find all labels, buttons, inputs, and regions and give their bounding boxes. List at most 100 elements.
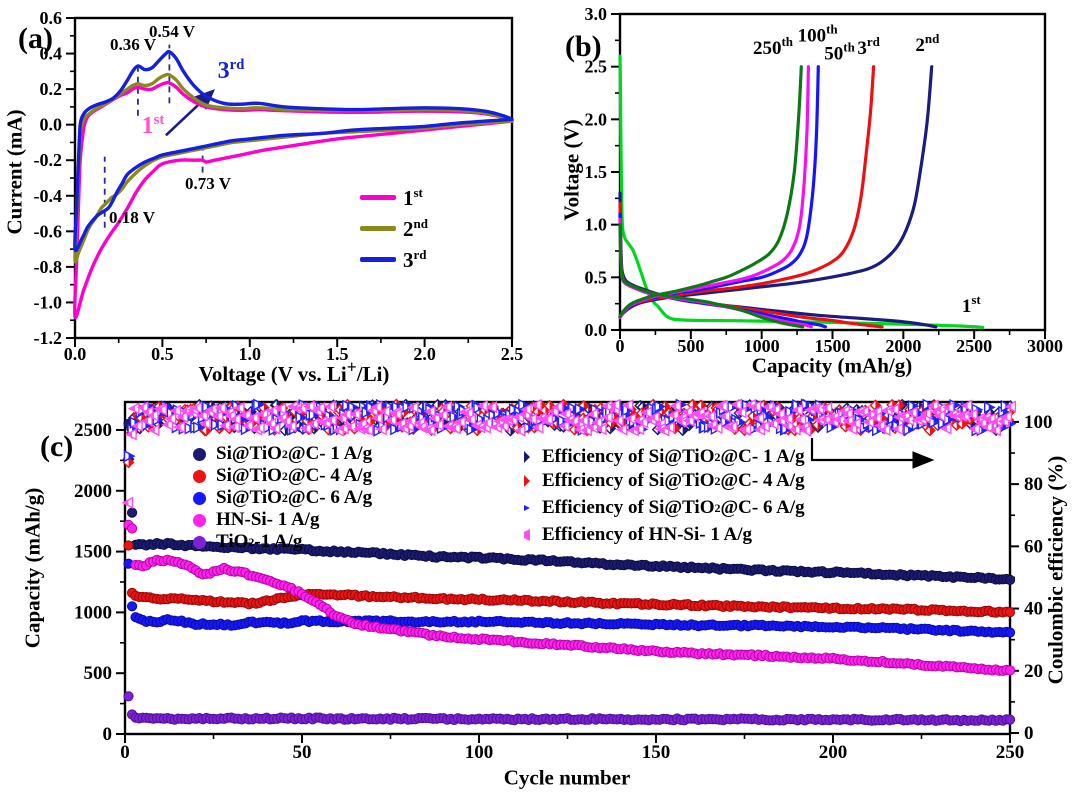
efficiency-point-fill [266, 421, 272, 427]
efficiency-point-fill [563, 405, 569, 411]
efficiency-point-fill [514, 414, 520, 420]
annotation-peak-018: 0.18 V [109, 208, 155, 227]
a-x-axis-label: Voltage (V vs. Li+/Li) [198, 357, 390, 386]
efficiency-point-fill [668, 412, 675, 418]
efficiency-point-fill [215, 405, 222, 411]
efficiency-point-fill [720, 413, 726, 419]
efficiency-point-fill [847, 426, 853, 432]
efficiency-point-fill [588, 425, 594, 431]
capacity-series [123, 418, 1016, 585]
efficiency-point-fill [768, 421, 774, 427]
efficiency-point-fill [406, 418, 412, 424]
efficiency-point-fill [149, 427, 155, 433]
tick-label: 20 [1024, 661, 1043, 682]
efficiency-point-fill [413, 426, 419, 432]
efficiency-point-fill [628, 427, 635, 434]
efficiency-point-fill [982, 424, 989, 430]
tick-label: 0.5 [151, 344, 174, 364]
efficiency-point-fill [471, 427, 477, 433]
tick-label: 2500 [956, 336, 992, 356]
efficiency-point-fill [935, 413, 941, 419]
efficiency-point-fill [581, 427, 588, 433]
efficiency-point-fill [399, 425, 405, 431]
efficiency-point-fill [875, 423, 881, 429]
efficiency-point-fill [790, 426, 796, 433]
efficiency-point-fill [795, 417, 802, 423]
tick-label: 100 [465, 742, 494, 763]
cycle-label-100th: 100th [798, 21, 839, 46]
efficiency-point-fill [617, 426, 623, 433]
tick-label: 500 [677, 336, 704, 356]
tick-label: 0.4 [40, 44, 63, 64]
efficiency-point-fill [843, 418, 850, 424]
panel-a-cv-plot: 0.0 0.5 1.0 1.5 2.0 2.5 0.6 0.4 0.2 0.0 -0.2 -0.4 -0… [0, 0, 540, 390]
efficiency-point-fill [257, 402, 264, 408]
left-y-axis-ticks: 0.6 0.4 0.2 0.0 -0.2 -0.4 -0.6 -0.8 -1.0 -1.2 [34, 8, 75, 348]
efficiency-point-fill [430, 415, 436, 421]
efficiency-point-fill [142, 418, 149, 424]
efficiency-point-fill [123, 500, 129, 506]
efficiency-point-fill [835, 417, 841, 423]
tick-label: 100 [1024, 412, 1053, 433]
efficiency-point-fill [275, 406, 282, 412]
efficiency-point-fill [1002, 409, 1009, 415]
legend-item-eff-si-tio2-c-1ag: Efficiency of Si@TiO 2 @C- 1 A/g [518, 446, 805, 468]
tick-label: 1000 [74, 602, 112, 623]
efficiency-point-fill [312, 408, 318, 414]
efficiency-point-fill [325, 404, 331, 410]
efficiency-point-fill [763, 404, 770, 410]
efficiency-point-fill [553, 404, 559, 410]
efficiency-point-fill [350, 411, 356, 417]
efficiency-point-fill [262, 416, 268, 422]
efficiency-point-fill [912, 403, 919, 409]
efficiency-point-fill [829, 414, 835, 420]
efficiency-point-fill [416, 424, 423, 430]
efficiency-point-fill [859, 409, 865, 415]
efficiency-point-fill [694, 410, 701, 416]
efficiency-point-fill [145, 422, 151, 428]
b-x-axis-label: Capacity (mAh/g) [751, 353, 913, 378]
efficiency-point-fill [326, 417, 333, 423]
c-x-axis-label: Cycle number [503, 765, 631, 790]
efficiency-point-fill [533, 425, 539, 431]
efficiency-point-fill [163, 422, 169, 428]
cycle-label-50th: 50th [824, 39, 855, 64]
cycling-chart-canvas: 0 50 100 150 200 2500500100015002000250002040… [74, 398, 1053, 763]
tick-label: 0.6 [40, 8, 63, 28]
tick-label: 2.5 [585, 57, 608, 77]
efficiency-point-fill [962, 418, 968, 429]
efficiency-point-fill [304, 403, 311, 410]
efficiency-point-fill [634, 426, 640, 432]
efficiency-point-fill [526, 416, 533, 422]
efficiency-point-fill [522, 402, 529, 408]
efficiency-series [121, 398, 1017, 509]
cv-legend-item-3rd: 3rd [360, 248, 427, 270]
efficiency-point-fill [977, 420, 983, 426]
efficiency-point-fill [962, 403, 968, 409]
efficiency-point-fill [623, 402, 629, 408]
efficiency-point-fill [699, 413, 705, 419]
efficiency-point-fill [561, 411, 567, 417]
efficiency-point-fill [664, 401, 670, 412]
efficiency-point-fill [602, 403, 608, 409]
efficiency-point-fill [908, 427, 914, 433]
efficiency-point-fill [941, 425, 947, 432]
cv-curve-2nd [73, 72, 514, 264]
efficiency-point-fill [128, 457, 134, 468]
tick-label: -1.0 [34, 292, 63, 312]
efficiency-point-fill [356, 421, 363, 427]
efficiency-point-fill [754, 427, 761, 433]
efficiency-point-fill [775, 418, 782, 424]
efficiency-point-fill [503, 417, 509, 423]
capacity-point [127, 601, 138, 612]
efficiency-point-fill [951, 413, 957, 419]
efficiency-point-fill [646, 417, 653, 423]
efficiency-point-fill [321, 419, 327, 426]
efficiency-point-fill [596, 426, 602, 432]
efficiency-point-fill [783, 423, 789, 429]
cv-chart-canvas: 0.0 0.5 1.0 1.5 2.0 2.5 0.6 0.4 0.2 0.0 -0.2 -0.4 -0… [34, 8, 524, 364]
efficiency-point-fill [433, 422, 440, 428]
legend-item-eff-si-tio2-c-6ag: Efficiency of Si@TiO 2 @C- 6 A/g [518, 497, 805, 519]
efficiency-point-fill [592, 419, 598, 426]
efficiency-point-fill [371, 404, 378, 410]
